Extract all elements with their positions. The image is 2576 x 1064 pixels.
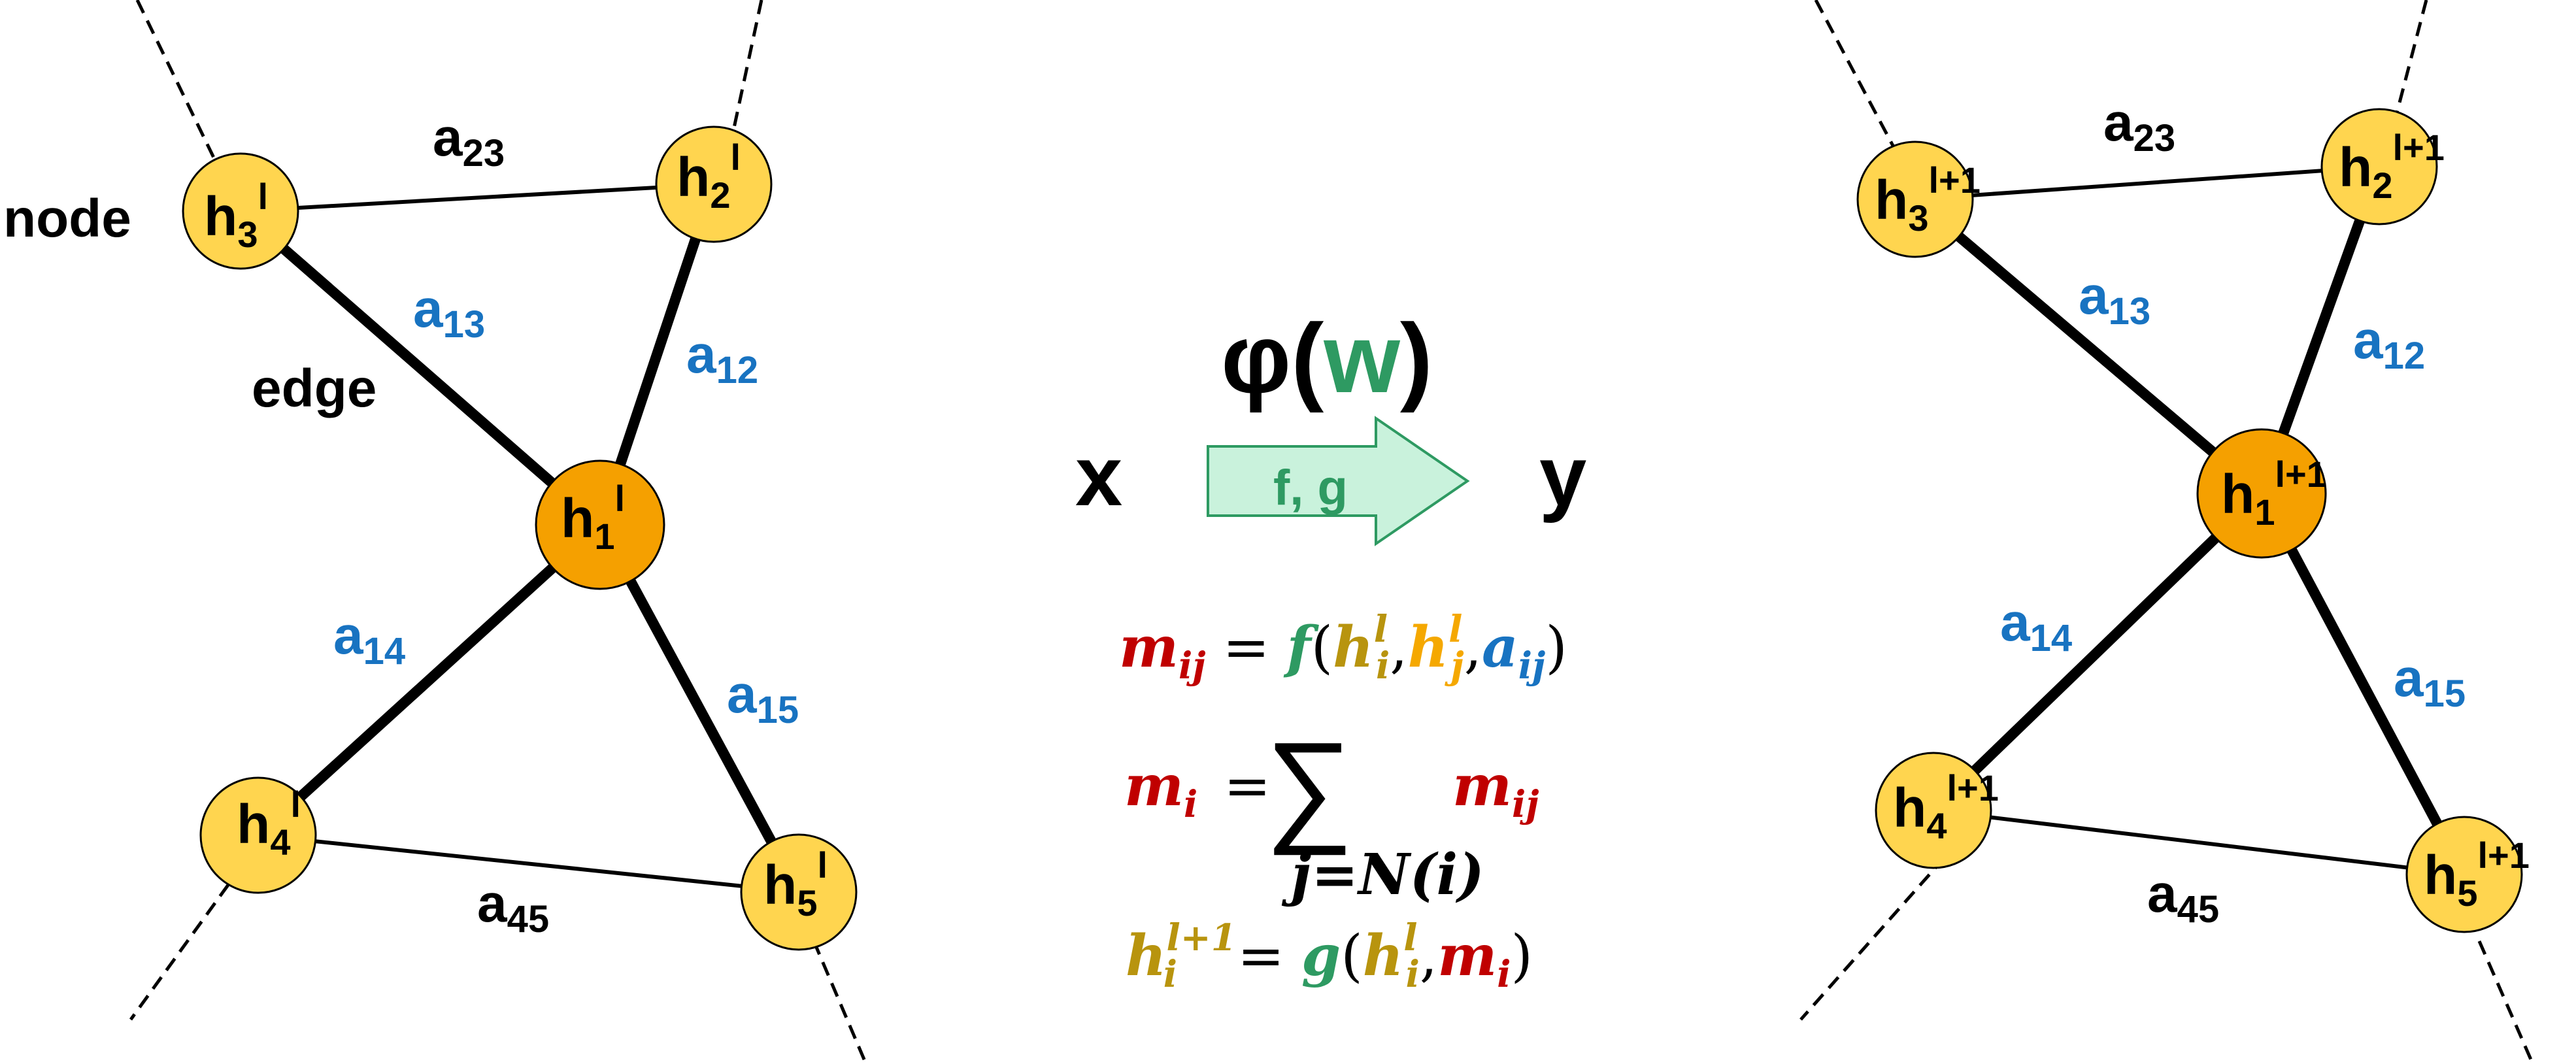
node-h4	[199, 776, 317, 894]
edge-label-a12: a12	[686, 325, 758, 391]
edge-2-3	[240, 182, 714, 213]
node-label-h5: h5l	[763, 844, 828, 923]
equation-message: mij = f(hl i,hl j,aij)	[1119, 608, 1567, 688]
edge-2-3	[1915, 165, 2380, 201]
edge-label-a12: a12	[2353, 310, 2425, 377]
node-label-h3: h3l	[204, 176, 268, 255]
edge-1-3	[237, 207, 604, 529]
equations: mij = f(hl i,hl j,aij) mi = ∑ j=N(i) mij hl+1…	[1119, 608, 1567, 996]
node-h2	[2320, 108, 2438, 225]
node-h5	[2405, 816, 2523, 933]
arrow-label: f, g	[1273, 460, 1348, 516]
left-graph: h3l h2l h1l h4l h5l node edge a23 a13 a1…	[3, 0, 868, 1064]
edge-label-a23: a23	[2103, 93, 2175, 159]
node-h2	[655, 125, 773, 243]
input-x: x	[1075, 428, 1122, 524]
node-h3	[1856, 141, 1974, 258]
right-graph: h3l+1 h2l+1 h1l+1 h4l+1 h5l+1 a23 a13 a1…	[1799, 0, 2535, 1064]
edge-1-4	[254, 521, 604, 839]
node-label-h4: h4l+1	[1893, 767, 1999, 846]
node-h4	[1875, 752, 1992, 869]
dashed-edge	[135, 0, 224, 176]
node-label-h4: h4l	[237, 784, 301, 863]
dashed-edge	[2394, 0, 2428, 118]
dashed-edge	[731, 0, 763, 131]
dashed-edge	[129, 865, 244, 1021]
dashed-edge	[2477, 940, 2535, 1064]
sum-subscript: j=N(i)	[1281, 842, 1484, 908]
node-label-h5: h5l+1	[2424, 835, 2530, 914]
dashed-edge	[1799, 856, 1946, 1021]
edge-label-a45: a45	[2147, 864, 2219, 931]
edge-label-a14: a14	[333, 606, 405, 673]
node-label-h3: h3l+1	[1875, 159, 1981, 239]
edge-label-a23: a23	[433, 108, 505, 175]
edge-label-a15: a15	[2394, 648, 2466, 715]
dashed-edge	[812, 940, 868, 1064]
equation-update: hl+1 i = g(hl i,mi)	[1126, 916, 1533, 996]
node-annotation: node	[3, 189, 131, 248]
node-h1	[535, 459, 665, 590]
edge-4-5	[258, 833, 799, 894]
equation-aggregate: mi =	[1124, 753, 1271, 826]
output-y: y	[1539, 428, 1586, 524]
edge-1-5	[2256, 491, 2469, 877]
edge-4-5	[1933, 808, 2465, 876]
node-h1	[2196, 428, 2327, 559]
node-h3	[182, 152, 299, 270]
sum-symbol: ∑	[1265, 717, 1353, 856]
node-h5	[740, 833, 858, 951]
edge-1-4	[1930, 490, 2266, 814]
phi-w-label: φ(w)	[1221, 303, 1433, 413]
node-label-h1: h1l	[561, 478, 625, 557]
dashed-edge	[1814, 0, 1901, 158]
edge-label-a15: a15	[727, 665, 799, 731]
edge-1-5	[595, 522, 804, 895]
edge-annotation: edge	[252, 359, 376, 418]
edge-label-a14: a14	[2000, 593, 2072, 659]
edge-label-a13: a13	[2079, 266, 2150, 333]
mapping-arrow	[1207, 416, 1470, 546]
edge-1-3	[1911, 195, 2266, 498]
node-label-h1: h1l+1	[2221, 454, 2327, 533]
node-label-h2: h2l+1	[2339, 127, 2445, 206]
sum-term: mij	[1452, 753, 1539, 826]
node-label-h2: h2l	[677, 137, 741, 216]
center-mapping: φ(w) x f, g y	[1075, 303, 1586, 546]
edge-label-a13: a13	[413, 279, 485, 346]
edge-label-a45: a45	[477, 874, 549, 940]
